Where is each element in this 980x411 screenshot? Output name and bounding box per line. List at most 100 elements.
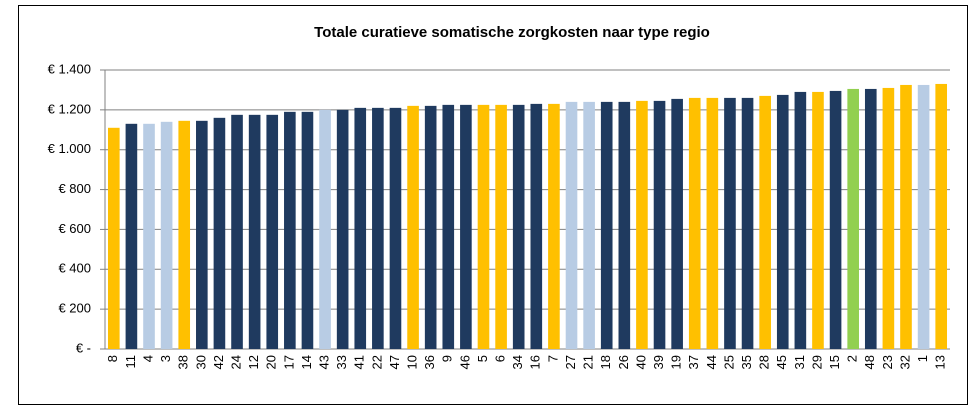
bar: [107, 127, 120, 350]
bar: [565, 101, 578, 349]
bar: [512, 104, 525, 349]
bar: [424, 105, 437, 349]
bar: [548, 103, 560, 349]
bar: [178, 120, 191, 349]
x-tick-label: 40: [633, 355, 648, 369]
chart-title: Totale curatieve somatische zorgkosten n…: [314, 24, 710, 41]
x-tick-label: 16: [528, 355, 543, 369]
bar: [460, 104, 472, 349]
x-tick-label: 5: [475, 355, 490, 362]
x-tick-label: 36: [422, 355, 437, 369]
x-tick-label: 13: [933, 355, 948, 369]
bar: [935, 83, 948, 349]
x-tick-label: 15: [827, 355, 842, 369]
bar: [336, 109, 349, 349]
bar: [442, 104, 455, 349]
bar: [160, 121, 173, 349]
x-tick-label: 27: [563, 355, 578, 369]
bar: [882, 87, 895, 349]
x-tick-label: 33: [334, 355, 349, 369]
bar: [284, 111, 296, 349]
x-tick-label: 34: [510, 355, 525, 369]
x-tick-label: 30: [193, 355, 208, 369]
y-tick-label: € 400: [58, 261, 91, 276]
y-tick-label: € 800: [58, 181, 91, 196]
x-tick-label: 12: [246, 355, 261, 369]
x-tick-label: 11: [123, 355, 138, 369]
x-tick-label: 14: [299, 355, 314, 369]
bar: [372, 107, 384, 349]
y-tick-label: € 1.200: [48, 101, 91, 116]
bar: [636, 100, 648, 349]
bar: [864, 88, 877, 350]
x-tick-label: 18: [598, 355, 613, 369]
x-tick-label: 45: [774, 355, 789, 369]
x-tick-label: 47: [387, 355, 402, 369]
bar: [600, 101, 613, 349]
x-tick-label: 20: [264, 355, 279, 369]
bar: [407, 105, 419, 349]
bar: [706, 97, 719, 350]
x-tick-label: 39: [651, 355, 666, 369]
x-tick-label: 8: [105, 355, 120, 362]
bar: [143, 123, 155, 349]
bar: [477, 104, 490, 349]
x-tick-label: 43: [316, 355, 331, 369]
bar: [618, 101, 631, 349]
x-tick-label: 25: [721, 355, 736, 369]
bar: [829, 90, 842, 350]
x-tick-label: 28: [757, 355, 772, 369]
bar: [530, 103, 543, 349]
bar: [759, 95, 771, 350]
bar: [196, 120, 208, 349]
x-tick-label: 29: [809, 355, 824, 369]
x-tick-label: 42: [211, 355, 226, 369]
x-tick-label: 32: [897, 355, 912, 369]
bar: [688, 97, 701, 350]
bar: [900, 84, 912, 350]
bar: [671, 98, 683, 350]
bar: [354, 107, 367, 349]
x-tick-label: 3: [158, 355, 173, 362]
bar: [266, 114, 279, 349]
x-tick-label: 46: [457, 355, 472, 369]
bar: [847, 88, 859, 350]
x-tick-label: 38: [176, 355, 191, 369]
x-tick-label: 24: [228, 355, 243, 369]
y-tick-label: € 600: [58, 221, 91, 236]
x-tick-label: 2: [845, 355, 860, 362]
y-tick-label: € 1.000: [48, 141, 91, 156]
bar: [389, 107, 402, 349]
x-tick-label: 23: [880, 355, 895, 369]
x-tick-label: 17: [281, 355, 296, 369]
bar: [917, 84, 930, 350]
x-tick-label: 19: [669, 355, 684, 369]
bar: [248, 114, 261, 349]
y-tick-label: € 1.400: [48, 61, 91, 76]
x-tick-label: 6: [493, 355, 508, 362]
bar: [495, 104, 507, 349]
y-tick-label: € -: [76, 340, 91, 355]
x-tick-label: 37: [686, 355, 701, 369]
x-tick-label: 10: [405, 355, 420, 369]
x-tick-label: 26: [616, 355, 631, 369]
bar: [301, 111, 314, 349]
x-tick-label: 22: [369, 355, 384, 369]
x-tick-label: 35: [739, 355, 754, 369]
bar: [776, 94, 789, 350]
y-tick-label: € 200: [58, 301, 91, 316]
x-tick-label: 48: [862, 355, 877, 369]
bar: [319, 109, 331, 349]
bar: [812, 91, 824, 350]
chart-border: [18, 5, 968, 405]
bar: [125, 123, 138, 349]
x-tick-label: 7: [545, 355, 560, 362]
x-tick-label: 21: [581, 355, 596, 369]
x-tick-label: 44: [704, 355, 719, 369]
x-tick-label: 31: [792, 355, 807, 369]
bar: [794, 91, 807, 350]
x-tick-label: 4: [140, 355, 155, 362]
bar: [213, 117, 226, 349]
bar: [741, 97, 754, 350]
x-tick-label: 41: [352, 355, 367, 369]
